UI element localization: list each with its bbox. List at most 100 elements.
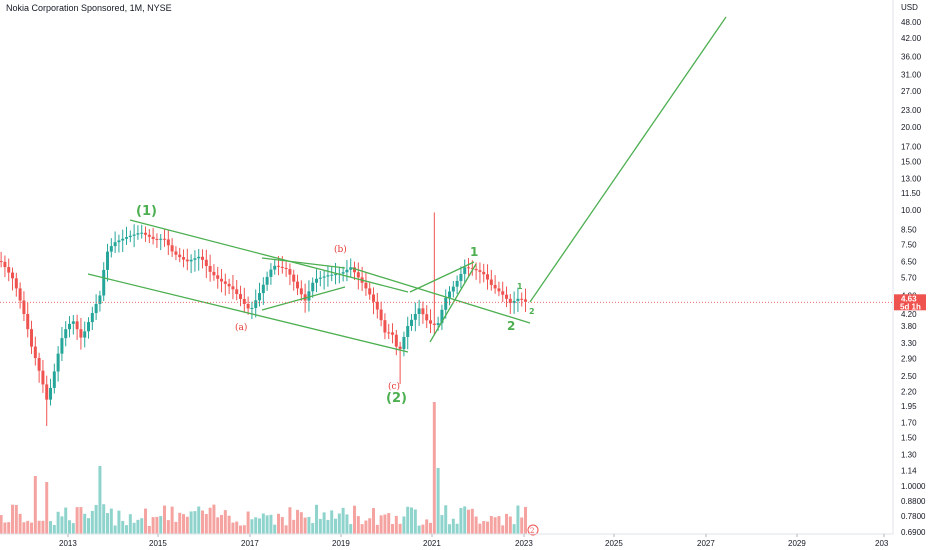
candle-body (132, 234, 136, 236)
price-tick: 8.50 (901, 225, 917, 234)
candle-body (147, 234, 151, 237)
candle-body (493, 284, 497, 289)
volume-bar (406, 506, 410, 534)
volume-bar (125, 525, 129, 534)
candle-body (486, 274, 490, 280)
volume-bar (197, 506, 201, 534)
volume-bar (383, 514, 387, 534)
volume-bar (170, 506, 174, 534)
candle-body (56, 353, 60, 372)
price-tag-countdown: 5d 1h (900, 302, 921, 311)
wedge-lower-line (351, 267, 531, 324)
volume-bar (311, 523, 315, 534)
candle-body (90, 313, 94, 323)
candle-body (512, 300, 516, 304)
currency-label: USD (901, 3, 918, 12)
volume-bar (94, 504, 98, 534)
volume-bar (227, 515, 231, 534)
volume-bar (436, 468, 440, 534)
candle-body (45, 384, 49, 400)
volume-bar (159, 516, 163, 534)
volume-bar (307, 516, 311, 534)
volume-bar (524, 506, 528, 534)
volume-bar (174, 521, 178, 534)
wave-up-line (429, 263, 477, 343)
candle-body (94, 303, 98, 314)
candle-body (444, 297, 448, 310)
volume-bar (79, 507, 83, 534)
volume-bar (128, 514, 132, 534)
volume-bar (375, 524, 379, 534)
candle-body (182, 257, 186, 260)
volume-bar (7, 522, 11, 534)
candle-body (254, 300, 258, 308)
volume-bar (353, 505, 357, 534)
price-tick: 6.50 (901, 258, 917, 267)
volume-bar (204, 514, 208, 534)
candle-body (68, 323, 72, 330)
volume-bar (140, 518, 144, 534)
volume-bar (117, 510, 121, 534)
volume-bar (482, 521, 486, 534)
candle-body (273, 265, 277, 270)
volume-bar (231, 522, 235, 534)
candle-body (261, 284, 265, 294)
candle-body (474, 268, 478, 271)
candle-body (87, 322, 91, 332)
candle-body (204, 259, 208, 267)
volume-bar (292, 519, 296, 534)
candle-body (14, 278, 18, 289)
candle-body (524, 299, 528, 302)
volume-bar (413, 509, 417, 534)
candle-body (520, 298, 524, 300)
mini-wave-2-label: 2 (529, 307, 535, 316)
time-tick: 2023 (515, 539, 533, 548)
candle-body (429, 320, 433, 324)
volume-bar (277, 513, 281, 534)
candle-body (482, 271, 486, 275)
candle-body (311, 282, 315, 292)
candle-body (140, 232, 144, 234)
volume-bar (254, 517, 258, 534)
volume-bar (372, 508, 376, 534)
volume-bar (516, 505, 520, 534)
candle-body (201, 256, 205, 260)
price-tick: 23.00 (901, 106, 922, 115)
price-tick: 3.30 (901, 339, 917, 348)
candle-body (113, 242, 117, 247)
volume-bar (71, 523, 75, 534)
volume-bar (163, 505, 167, 534)
price-tag-box (894, 294, 926, 311)
volume-bar (208, 507, 212, 534)
candle-body (322, 276, 326, 278)
volume-bar (497, 516, 501, 534)
volume-bar (30, 522, 34, 534)
candle-body (455, 280, 459, 287)
price-tick: 20.00 (901, 123, 922, 132)
wave-1-big-label: (1) (136, 204, 157, 219)
volume-bar (417, 525, 421, 534)
volume-bar (512, 524, 516, 534)
candle-body (467, 267, 471, 269)
volume-bar (474, 516, 478, 534)
time-tick: 2013 (59, 539, 77, 548)
price-tick: 5.70 (901, 273, 917, 282)
volume-bar (261, 513, 265, 534)
volume-bar (448, 524, 452, 534)
price-tick: 7.50 (901, 240, 917, 249)
candle-body (193, 258, 197, 260)
candle-body (436, 323, 440, 325)
volume-bar (421, 524, 425, 534)
candle-body (398, 346, 402, 350)
candle-body (18, 288, 22, 301)
volume-bar (273, 524, 277, 534)
candle-body (394, 334, 398, 347)
candle-body (280, 266, 284, 268)
time-tick: 2017 (241, 539, 259, 548)
candle-body (144, 232, 148, 235)
volume-bar (349, 524, 353, 534)
volume-bar (463, 506, 467, 534)
candle-body (71, 321, 75, 324)
volume-bar (182, 514, 186, 534)
